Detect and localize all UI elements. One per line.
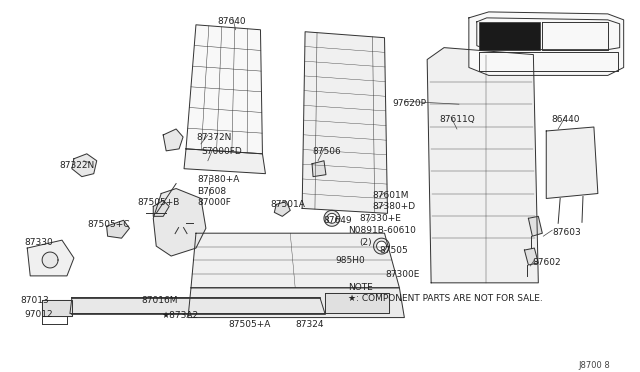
- Text: 87505+C: 87505+C: [88, 220, 131, 229]
- Text: 87322N: 87322N: [59, 161, 94, 170]
- Polygon shape: [374, 238, 390, 254]
- Text: S7000FD: S7000FD: [201, 147, 242, 156]
- Text: 87611Q: 87611Q: [439, 115, 475, 124]
- Polygon shape: [427, 48, 538, 283]
- Text: ★873A2: ★873A2: [161, 311, 198, 320]
- Text: 87016M: 87016M: [141, 296, 178, 305]
- Polygon shape: [469, 12, 623, 76]
- Polygon shape: [186, 25, 262, 154]
- Text: 87649: 87649: [323, 217, 351, 225]
- Text: 87330+E: 87330+E: [360, 214, 401, 223]
- Text: 87601M: 87601M: [372, 190, 409, 199]
- Text: 985H0: 985H0: [335, 256, 365, 265]
- Text: 87505+A: 87505+A: [228, 320, 271, 328]
- Polygon shape: [324, 211, 340, 226]
- Text: 86440: 86440: [551, 115, 580, 124]
- Text: 87330: 87330: [24, 238, 53, 247]
- Polygon shape: [302, 32, 387, 214]
- Polygon shape: [327, 214, 337, 223]
- Polygon shape: [376, 241, 387, 251]
- Polygon shape: [325, 293, 390, 312]
- Text: 87505: 87505: [380, 246, 408, 255]
- Text: 87013: 87013: [20, 296, 49, 305]
- Polygon shape: [529, 217, 542, 236]
- Text: 97012: 97012: [24, 310, 53, 319]
- Text: B7608: B7608: [197, 187, 226, 196]
- Polygon shape: [28, 240, 74, 276]
- Text: NOTE: NOTE: [348, 283, 372, 292]
- Text: 87324: 87324: [295, 320, 324, 328]
- Polygon shape: [70, 298, 325, 314]
- Text: 87640: 87640: [218, 17, 246, 26]
- Polygon shape: [163, 129, 183, 151]
- Polygon shape: [275, 202, 290, 217]
- Text: 87603: 87603: [552, 228, 581, 237]
- Text: 87501A: 87501A: [270, 201, 305, 209]
- Polygon shape: [107, 220, 129, 238]
- Polygon shape: [188, 288, 404, 318]
- Polygon shape: [191, 233, 399, 288]
- Text: (2): (2): [360, 238, 372, 247]
- Text: 87000F: 87000F: [197, 199, 231, 208]
- Polygon shape: [184, 149, 266, 174]
- Text: 87300E: 87300E: [385, 270, 420, 279]
- Text: N0891B-60610: N0891B-60610: [348, 226, 415, 235]
- Text: 87505+B: 87505+B: [138, 199, 180, 208]
- Text: 97620P: 97620P: [392, 99, 426, 108]
- Text: 87380+D: 87380+D: [372, 202, 416, 211]
- Polygon shape: [154, 201, 169, 217]
- Polygon shape: [154, 189, 206, 256]
- Text: 87506: 87506: [312, 147, 341, 156]
- Text: 87372N: 87372N: [196, 133, 231, 142]
- Polygon shape: [547, 127, 598, 199]
- Polygon shape: [312, 161, 326, 177]
- Polygon shape: [42, 252, 58, 268]
- Text: 87380+A: 87380+A: [197, 175, 239, 184]
- Polygon shape: [72, 154, 97, 177]
- Polygon shape: [524, 248, 538, 265]
- Text: J8700 8: J8700 8: [578, 361, 610, 370]
- Text: ★: COMPONENT PARTS ARE NOT FOR SALE.: ★: COMPONENT PARTS ARE NOT FOR SALE.: [348, 294, 543, 303]
- Text: 87602: 87602: [532, 258, 561, 267]
- Polygon shape: [42, 300, 72, 315]
- Bar: [479, 22, 540, 49]
